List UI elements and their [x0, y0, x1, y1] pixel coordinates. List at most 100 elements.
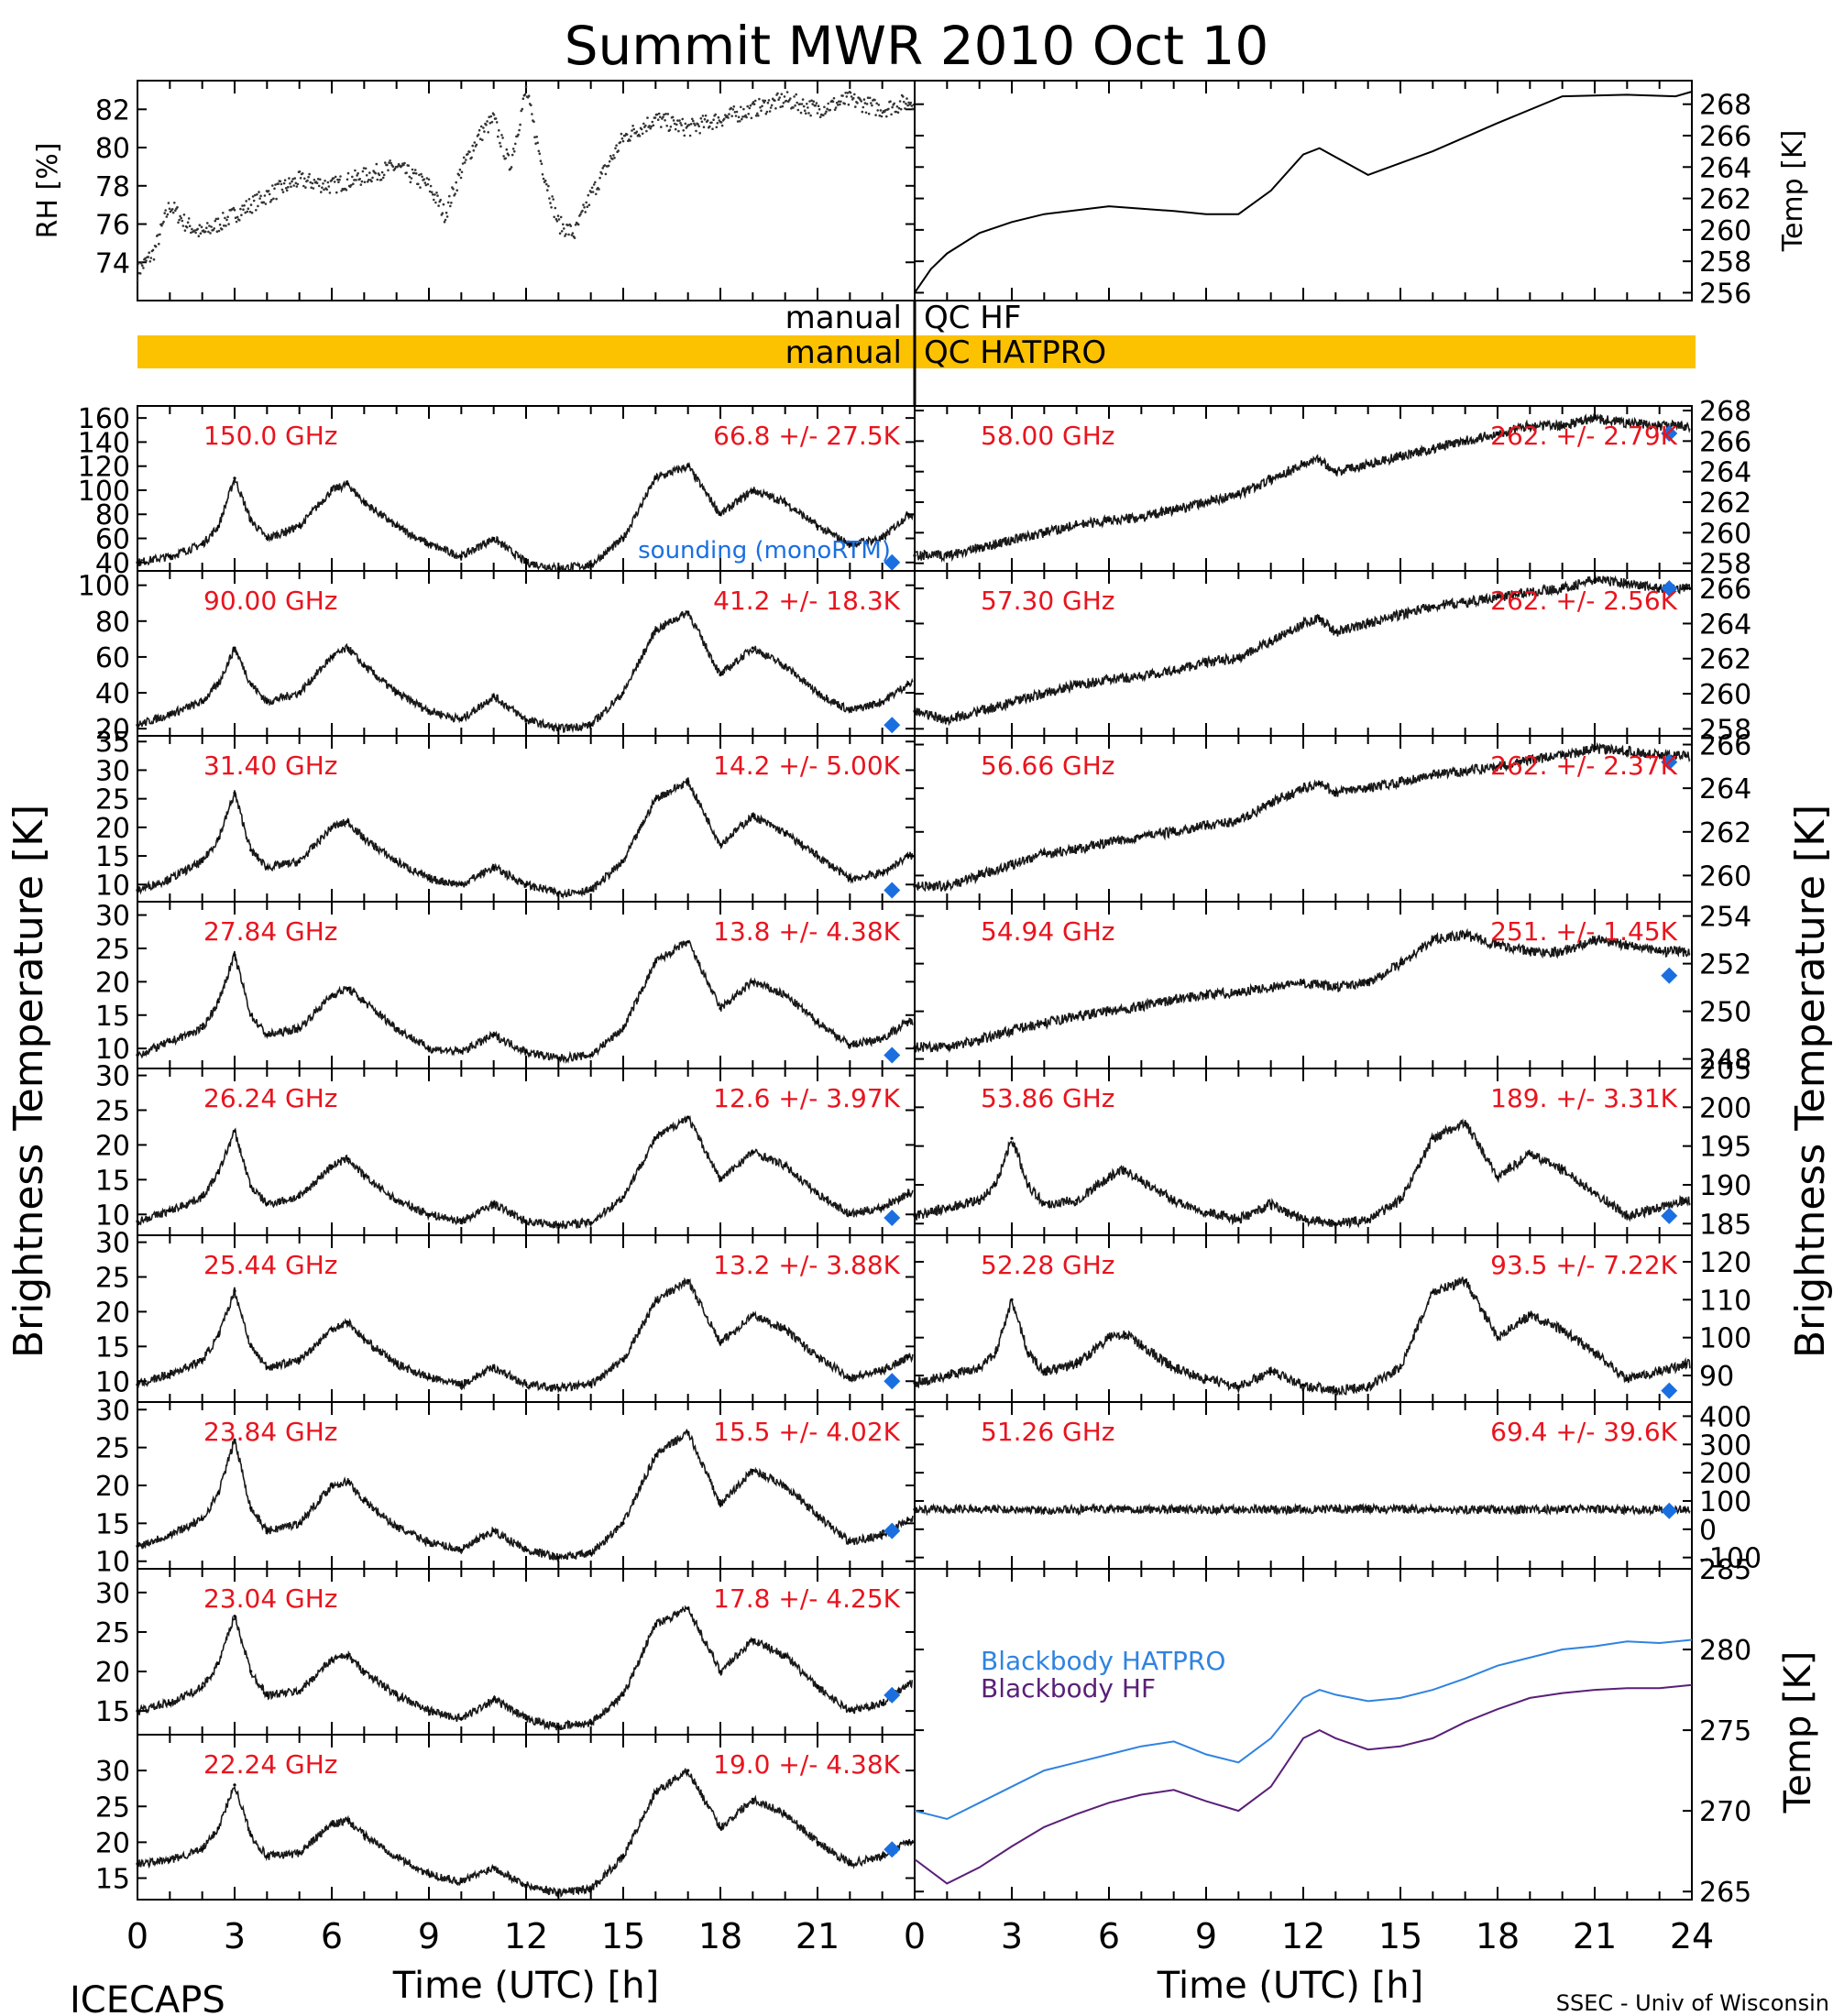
data-point [1107, 519, 1111, 522]
rh-point [619, 141, 622, 144]
data-point [1318, 617, 1322, 620]
rh-point [334, 175, 337, 179]
rh-point [164, 209, 167, 212]
data-point [1139, 1343, 1143, 1347]
rh-point [461, 162, 465, 165]
data-point [362, 1338, 366, 1342]
y-tick-label: -100 [1699, 1543, 1762, 1575]
data-point [816, 1840, 819, 1844]
data-point [1658, 753, 1662, 758]
rh-point [361, 170, 365, 173]
rh-point [391, 165, 395, 168]
x-tick-label: 3 [224, 1916, 246, 1956]
rh-point [550, 206, 553, 209]
data-trace [137, 1114, 914, 1231]
rh-point [420, 172, 423, 176]
rh-point [555, 220, 559, 223]
rh-point [825, 110, 828, 113]
data-point [1367, 1218, 1370, 1222]
rh-point [557, 218, 561, 221]
stats-label: 251. +/- 1.45K [1490, 916, 1677, 947]
data-point [1561, 1328, 1564, 1331]
data-point [1593, 938, 1597, 942]
y-tick-label: 10 [95, 870, 130, 902]
rh-point [911, 107, 915, 111]
data-point [330, 488, 334, 492]
data-point [249, 682, 253, 685]
rh-point [444, 218, 447, 222]
rh-point [317, 184, 321, 188]
rh-point [332, 177, 335, 180]
rh-point [653, 116, 657, 119]
rh-point [524, 85, 528, 88]
rh-point [576, 223, 580, 226]
rh-point [811, 103, 814, 105]
data-point [362, 664, 366, 668]
stats-label: 93.5 +/- 7.22K [1490, 1250, 1677, 1280]
data-point [1496, 596, 1499, 599]
rh-point [863, 102, 867, 104]
x-tick-label: 6 [321, 1916, 343, 1956]
stats-label: 12.6 +/- 3.97K [713, 1083, 900, 1113]
y-tick-label: 140 [78, 427, 130, 459]
data-point [816, 691, 819, 695]
rh-point [620, 132, 623, 136]
data-point [427, 1709, 431, 1713]
rh-point [732, 105, 736, 108]
rh-point [445, 215, 449, 218]
rh-point [510, 166, 513, 169]
rh-point [141, 264, 144, 268]
data-point [1367, 1385, 1370, 1389]
data-point [1593, 416, 1597, 420]
data-point [524, 1548, 528, 1551]
rh-point [490, 120, 494, 124]
data-point [1026, 1183, 1030, 1187]
data-point [524, 718, 528, 722]
rh-point [410, 177, 413, 180]
data-point [1236, 657, 1240, 661]
figure-title: Summit MWR 2010 Oct 10 [565, 15, 1269, 77]
sounding-marker [884, 1046, 901, 1064]
data-point [524, 1883, 528, 1887]
rh-point [612, 154, 615, 157]
rh-point [559, 215, 563, 219]
data-point [816, 1685, 819, 1689]
rh-point [271, 184, 274, 187]
rh-point [181, 219, 184, 223]
rh-point [185, 225, 189, 229]
frequency-label: 57.30 GHz [981, 586, 1115, 616]
sounding-marker [1661, 967, 1678, 984]
rh-point [236, 215, 239, 219]
data-point [1172, 1199, 1176, 1202]
data-point [653, 797, 657, 801]
data-point [784, 993, 787, 997]
stats-label: 14.2 +/- 5.00K [713, 751, 900, 781]
data-point [719, 673, 722, 677]
rh-point [460, 170, 464, 174]
rh-point [799, 111, 803, 115]
rh-point [311, 181, 314, 185]
data-point [1204, 1377, 1208, 1381]
y-tick-label: 266 [1699, 730, 1751, 762]
rh-point [665, 125, 668, 127]
y-tick-label: 270 [1699, 1796, 1751, 1828]
data-point [265, 1693, 269, 1697]
rh-point [162, 220, 165, 224]
data-point [1684, 1199, 1687, 1202]
data-point [330, 1164, 334, 1167]
data-point [881, 871, 884, 875]
data-point [249, 1507, 253, 1510]
y-tick-label: 60 [95, 524, 130, 556]
rh-point [574, 224, 577, 226]
rh-point [435, 192, 438, 194]
data-point [362, 1174, 366, 1178]
rh-point [711, 127, 714, 130]
x-tick-label: 3 [1001, 1916, 1023, 1956]
x-tick-label: 21 [796, 1916, 840, 1956]
stats-label: 189. +/- 3.31K [1490, 1083, 1677, 1113]
data-point [1593, 1190, 1597, 1194]
data-point [330, 1658, 334, 1661]
sounding-marker [1661, 425, 1678, 442]
rh-point [668, 128, 672, 132]
rh-point [203, 230, 207, 234]
